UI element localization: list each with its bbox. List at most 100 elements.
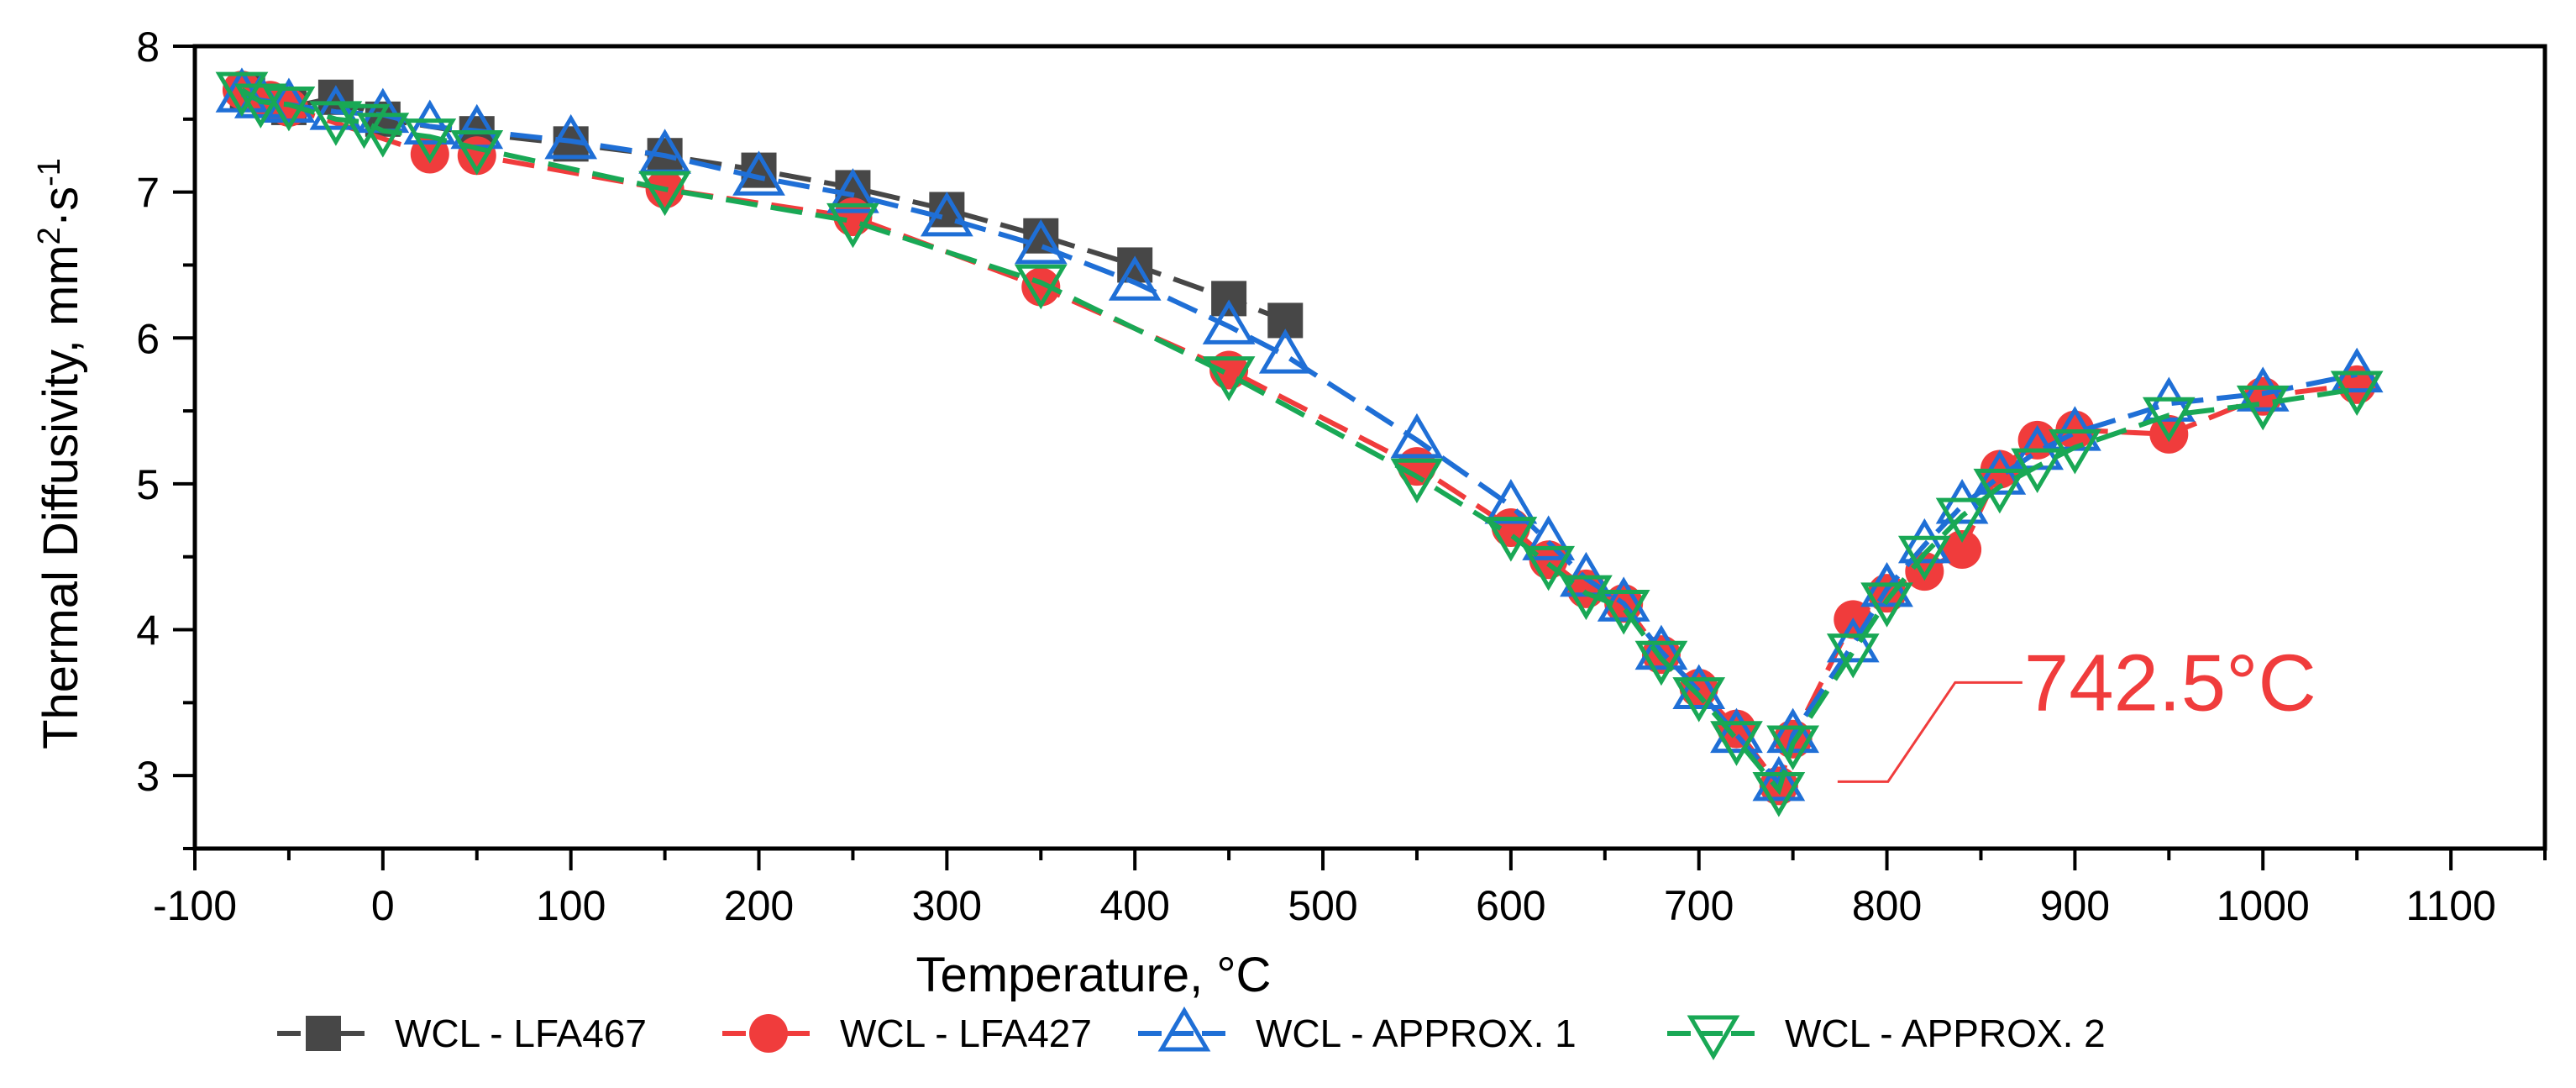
x-tick-label: 300: [912, 882, 982, 929]
data-point: [1710, 721, 1763, 766]
axes: -100 0 100 200 300 400 500 600 700 800 900 1000 1100…: [136, 24, 2547, 929]
y-axis-title-superscript-1: 2: [32, 227, 67, 244]
data-point: [1634, 624, 1688, 670]
data-point: [1390, 413, 1444, 459]
data-point: [450, 130, 504, 176]
legend-marker: [1687, 1015, 1740, 1060]
data-point: [1973, 449, 2027, 495]
data-point: [1634, 640, 1688, 686]
legend-marker: [1157, 1007, 1211, 1052]
y-tick-label: 4: [136, 607, 160, 654]
data-point: [1258, 329, 1312, 374]
x-tick-label: -100: [153, 882, 237, 929]
data-point: [309, 101, 363, 146]
x-tick-label: 100: [536, 882, 606, 929]
data-point: [1202, 356, 1256, 402]
legend-item-3: WCL - APPROX. 1: [1138, 1007, 1577, 1055]
data-point: [262, 86, 316, 132]
annotation-leader-line: [1837, 681, 2023, 783]
legend-label: WCL - APPROX. 1: [1256, 1012, 1577, 1055]
data-point: [920, 191, 973, 237]
data-point: [1826, 617, 1880, 663]
y-tick-label: 3: [136, 753, 160, 800]
y-axis-title-superscript-2: -1: [32, 158, 67, 187]
legend-label: WCL - LFA427: [840, 1012, 1092, 1055]
plot-area: [215, 67, 2384, 817]
y-tick-label: 6: [136, 315, 160, 362]
x-tick-label: 600: [1476, 882, 1545, 929]
data-point: [1752, 772, 1806, 817]
data-point: [1014, 264, 1068, 310]
x-tick-label: 1100: [2405, 882, 2496, 929]
legend-marker: [306, 1016, 341, 1051]
x-tick-label: 800: [1852, 882, 1922, 929]
x-tick-label: 700: [1664, 882, 1734, 929]
data-point: [544, 113, 598, 160]
data-point: [732, 150, 785, 196]
data-point: [1522, 545, 1576, 591]
data-point: [403, 99, 457, 145]
legend-label: WCL - APPROX. 2: [1785, 1012, 2106, 1055]
data-point: [2330, 371, 2384, 416]
data-point: [826, 202, 879, 249]
data-point: [215, 71, 269, 118]
data-point: [1897, 518, 1951, 564]
data-point: [1766, 725, 1820, 770]
data-point: [233, 83, 287, 129]
data-point: [1021, 267, 1061, 307]
data-point: [1935, 497, 1989, 544]
y-axis-title-main: Thermal Diffusivity, mm: [34, 244, 88, 749]
data-point: [638, 171, 691, 217]
data-point: [1484, 479, 1538, 524]
data-point: [1973, 468, 2027, 514]
x-tick-label: 500: [1288, 882, 1357, 929]
plot-frame: [192, 44, 2547, 851]
legend-item-2: WCL - LFA427: [722, 1012, 1092, 1055]
data-point: [1943, 530, 1982, 570]
x-tick-label: 200: [724, 882, 794, 929]
x-tick-label: 0: [371, 882, 395, 929]
data-point: [1560, 575, 1613, 621]
data-point: [1484, 517, 1538, 562]
legend: WCL - LFA467 WCL - LFA427 WCL - APPROX. 1 W…: [277, 1007, 2106, 1060]
annotation-label: 742.5°C: [2024, 638, 2316, 728]
data-point: [356, 113, 410, 158]
y-axis-title-mid: ·s: [34, 187, 88, 227]
data-point: [1752, 755, 1806, 802]
data-point: [1014, 218, 1068, 265]
data-point: [1672, 677, 1726, 723]
data-point: [403, 118, 457, 164]
data-point: [2236, 366, 2290, 412]
data-point: [1390, 458, 1444, 504]
legend-marker: [749, 1014, 788, 1053]
data-point: [1826, 633, 1880, 679]
data-point: [1211, 281, 1247, 317]
data-point: [1860, 582, 1913, 628]
annotations: 742.5°C: [1837, 638, 2316, 783]
data-point: [1597, 576, 1650, 622]
data-point: [309, 85, 363, 130]
y-tick-label: 5: [136, 461, 160, 508]
x-tick-label: 900: [2040, 882, 2110, 929]
data-point: [1717, 709, 1756, 749]
legend-item-4: WCL - APPROX. 2: [1667, 1012, 2106, 1060]
minimum-annotation: 742.5°C: [1837, 638, 2316, 783]
y-tick-label: 7: [136, 170, 160, 217]
x-tick-label: 400: [1099, 882, 1169, 929]
data-point: [2236, 385, 2290, 431]
y-tick-label: 8: [136, 24, 160, 71]
x-tick-label: 1000: [2217, 882, 2310, 929]
data-point: [1710, 707, 1763, 754]
data-point: [1202, 299, 1256, 344]
data-point: [1935, 479, 1989, 524]
y-axis-title: Thermal Diffusivity, mm2·s-1: [32, 158, 88, 749]
data-point: [2142, 397, 2196, 443]
data-point: [1897, 535, 1951, 581]
data-point: [2049, 429, 2101, 475]
data-point: [1108, 255, 1162, 301]
data-point: [1597, 590, 1650, 635]
legend-item-1: WCL - LFA467: [277, 1012, 647, 1055]
x-axis-title: Temperature, °C: [916, 948, 1272, 1002]
